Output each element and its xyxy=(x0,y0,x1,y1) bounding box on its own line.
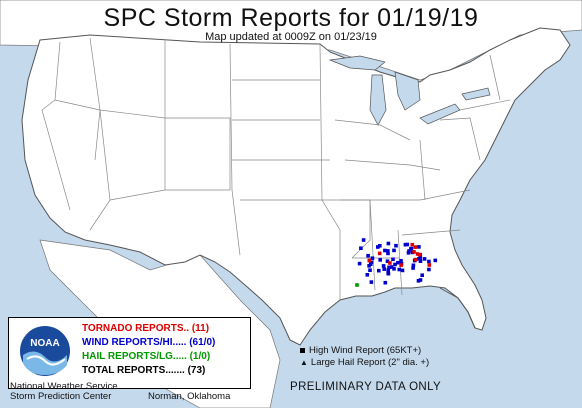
wind-report-marker xyxy=(418,278,423,282)
wind-report-marker xyxy=(400,268,405,273)
tornado-report-marker xyxy=(367,258,372,263)
map-update-time: Map updated at 0009Z on 01/23/19 xyxy=(205,31,377,43)
large-hail-key-label: Large Hail Report (2" dia. +) xyxy=(310,357,430,368)
wind-report-marker xyxy=(361,238,366,242)
tornado-report-marker xyxy=(388,261,392,265)
wind-report-marker xyxy=(383,248,387,253)
legend-box: NOAA TORNADO REPORTS.. (11) WIND REPORTS… xyxy=(8,317,251,389)
wind-report-marker xyxy=(386,249,390,253)
wind-report-marker xyxy=(405,242,410,247)
wind-report-marker xyxy=(385,259,390,263)
wind-report-marker xyxy=(399,259,403,263)
wind-report-marker xyxy=(396,260,400,265)
tornado-report-marker xyxy=(413,257,418,262)
wind-report-marker xyxy=(386,268,390,272)
page-title: SPC Storm Reports for 01/19/19 xyxy=(103,4,479,32)
tornado-report-marker xyxy=(418,252,422,257)
noaa-logo-text: NOAA xyxy=(30,338,59,349)
wind-report-marker xyxy=(427,267,431,272)
wind-report-marker xyxy=(433,258,438,263)
legend-tornado: TORNADO REPORTS.. (11) xyxy=(82,323,210,334)
wind-report-marker xyxy=(418,256,423,261)
wind-report-marker xyxy=(367,264,371,268)
wind-report-marker xyxy=(368,268,372,272)
wind-report-marker xyxy=(397,267,402,272)
tornado-report-marker xyxy=(415,252,420,256)
wind-report-marker xyxy=(411,263,416,268)
org-line2: Storm Prediction Center xyxy=(10,391,112,402)
wind-report-marker xyxy=(393,262,397,267)
wind-report-marker xyxy=(382,267,386,271)
storm-report-points xyxy=(355,238,438,287)
large-hail-key: ▲ Large Hail Report (2" dia. +) xyxy=(300,357,429,368)
wind-report-marker xyxy=(377,268,381,273)
tornado-report-marker xyxy=(412,250,416,254)
wind-report-marker xyxy=(392,267,396,271)
wind-report-marker xyxy=(378,258,382,262)
wind-report-marker xyxy=(391,257,395,262)
tornado-report-marker xyxy=(410,242,415,247)
lake-huron xyxy=(394,71,421,111)
wind-report-marker xyxy=(420,273,424,277)
wind-report-marker xyxy=(403,242,408,247)
wind-report-marker xyxy=(383,280,388,285)
preliminary-notice: PRELIMINARY DATA ONLY xyxy=(290,381,442,393)
wind-report-marker xyxy=(365,273,370,277)
org-line1: National Weather Service xyxy=(10,381,118,392)
tornado-report-marker xyxy=(427,263,432,267)
wind-report-marker xyxy=(366,253,370,258)
wind-report-marker xyxy=(370,256,375,260)
wind-report-marker xyxy=(357,261,362,266)
legend-hail: HAIL REPORTS/LG..... (1/0) xyxy=(82,351,211,362)
wind-report-marker xyxy=(409,246,414,251)
wind-report-marker xyxy=(406,251,411,255)
triangle-icon: ▲ xyxy=(300,358,308,367)
legend-wind: WIND REPORTS/HI..... (61/0) xyxy=(82,337,216,348)
tornado-report-marker xyxy=(377,251,382,256)
wind-report-marker xyxy=(387,265,391,270)
conus-land xyxy=(21,27,571,346)
wind-report-marker xyxy=(376,245,380,249)
wind-report-marker xyxy=(386,251,390,256)
org-location: Norman, Oklahoma xyxy=(148,391,231,402)
square-icon xyxy=(300,347,305,353)
wind-report-marker xyxy=(359,246,363,250)
lake-superior xyxy=(328,55,386,71)
gulf-coast-detail xyxy=(439,287,476,329)
noaa-logo: NOAA xyxy=(20,326,70,376)
wind-report-marker xyxy=(427,259,431,264)
wind-report-marker xyxy=(422,257,427,261)
high-wind-key: High Wind Report (65KT+) xyxy=(300,345,421,356)
wind-report-marker xyxy=(411,266,415,270)
wind-report-marker xyxy=(392,248,396,253)
hail-report-marker xyxy=(355,283,359,287)
wind-report-marker xyxy=(416,279,421,283)
wind-report-marker xyxy=(369,260,374,265)
lake-michigan xyxy=(369,74,387,126)
high-wind-key-label: High Wind Report (65KT+) xyxy=(309,345,422,356)
wind-report-marker xyxy=(378,244,382,248)
wind-report-marker xyxy=(386,241,391,246)
wind-report-marker xyxy=(417,245,421,249)
tornado-report-marker xyxy=(399,263,403,267)
legend-total: TOTAL REPORTS....... (73) xyxy=(82,365,206,376)
wind-report-marker xyxy=(394,243,398,248)
wind-report-marker xyxy=(386,271,390,275)
wind-report-marker xyxy=(381,264,386,268)
wind-report-marker xyxy=(389,265,394,269)
tornado-report-marker xyxy=(413,245,417,249)
lake-ontario xyxy=(461,87,491,101)
wind-report-marker xyxy=(418,259,423,263)
wind-report-marker xyxy=(369,280,374,284)
